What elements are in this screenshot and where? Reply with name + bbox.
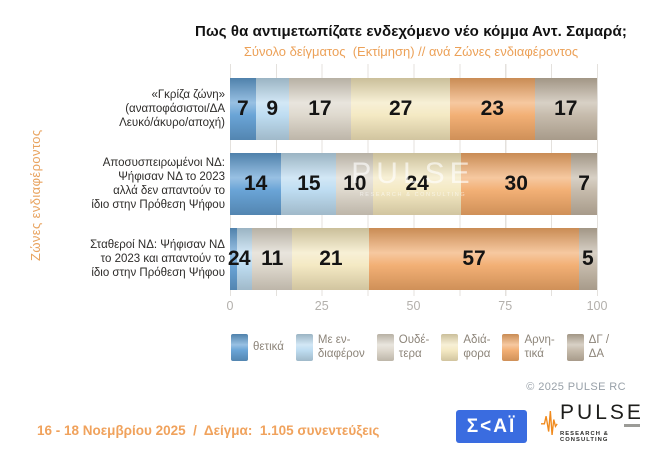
- segment-value-label: 24: [405, 172, 429, 195]
- segment-value-label: 27: [388, 97, 413, 120]
- bar-segment: 30: [461, 153, 572, 215]
- bar-segment: 10: [336, 153, 374, 215]
- segment-value-label: 57: [462, 247, 486, 270]
- legend-swatch: [566, 334, 584, 362]
- segment-value-label: 11: [261, 247, 284, 270]
- row-label: Σταθεροί ΝΔ: Ψήφισαν ΝΔ το 2023 και απαν…: [90, 238, 225, 280]
- bar-segment: 7: [230, 78, 256, 140]
- bar-segment: 14: [230, 153, 282, 215]
- legend-label: ΔΓ / ΔΑ: [588, 334, 610, 360]
- segment-value-label: 14: [244, 172, 268, 195]
- x-tick-label: 0: [226, 299, 234, 313]
- bar-segment: 57: [369, 228, 579, 290]
- pulse-logo-name: PULSE: [560, 401, 644, 424]
- skai-logo-text: Σ<ΑΪ: [466, 415, 517, 437]
- segment-value-label: 21: [319, 247, 343, 270]
- chart-subtitle: Σύνολο δείγματος (Εκτίμηση) // ανά Ζώνες…: [243, 44, 579, 59]
- legend-item: Με εν- διαφέρον: [295, 334, 365, 362]
- bar-segment: 11: [252, 228, 293, 290]
- legend-item: Αδιά- φορα: [441, 334, 491, 362]
- legend-item: θετικά: [231, 334, 284, 362]
- segment-value-label: 23: [480, 97, 505, 120]
- legend-swatch: [295, 334, 313, 362]
- bar-segment: 17: [288, 78, 352, 140]
- segment-value-label: 7: [237, 97, 249, 120]
- x-tick-label: 50: [406, 299, 421, 313]
- row-label: «Γκρίζα ζώνη» (αναποφάσιστοι/ΔΑ Λευκό/άκ…: [119, 88, 225, 130]
- legend-label: θετικά: [253, 340, 284, 353]
- legend-item: ΔΓ / ΔΑ: [566, 334, 610, 362]
- bar-segment: 9: [255, 78, 289, 140]
- bar-segment: 21: [292, 228, 370, 290]
- legend-swatch: [231, 334, 248, 362]
- pulse-logo: PULSE RESEARCH & CONSULTING: [541, 402, 645, 443]
- bar-segment: 15: [281, 153, 337, 215]
- x-tick-label: 100: [586, 299, 608, 313]
- bar-row: 7 9 17 27 23 17: [230, 78, 597, 140]
- segment-value-label: 10: [343, 172, 367, 195]
- y-axis-group-label: Ζώνες ενδιαφέροντος: [28, 129, 43, 261]
- segment-value-label: 17: [308, 97, 332, 120]
- segment-value-label: 30: [504, 172, 528, 195]
- segment-value-label: 7: [578, 172, 590, 195]
- legend-label: Με εν- διαφέρον: [317, 334, 365, 360]
- x-tick-label: 25: [314, 299, 329, 313]
- pulse-logo-text-block: PULSE RESEARCH & CONSULTING: [560, 402, 645, 443]
- bar-segment: 23: [450, 78, 535, 140]
- legend-label: Ουδέ- τερα: [398, 334, 430, 360]
- bar-row: 2 4 11 21 57 5: [227, 228, 597, 290]
- chart-legend: θετικά Με εν- διαφέρον Ουδέ- τερα Αδιά- φορ…: [231, 334, 637, 362]
- legend-swatch: [376, 334, 394, 362]
- segment-value-label: 4: [238, 247, 251, 270]
- bar-segment: 7: [571, 153, 597, 215]
- copyright-notice: © 2025 PULSE RC: [526, 381, 626, 393]
- legend-swatch: [441, 334, 459, 362]
- segment-value-label: 15: [297, 172, 321, 195]
- row-label: Αποσυσπειρωμένοι ΝΔ: Ψήφισαν ΝΔ το 2023 …: [91, 156, 225, 212]
- pulse-logo-mark: [624, 424, 641, 427]
- x-axis-tick-labels: 0 25 50 75 100: [226, 299, 608, 315]
- x-tick-label: 75: [498, 299, 513, 313]
- legend-item: Αρνη- τικά: [502, 334, 555, 362]
- bar-segment: 4: [237, 228, 252, 290]
- legend-item: Ουδέ- τερα: [376, 334, 430, 362]
- bar-segment: 5: [578, 228, 597, 290]
- segment-value-label: 2: [227, 247, 240, 270]
- plot-area: 7 9 17 27 23 17 14 15 10 24 30 7 2 4 11 21 57 5: [227, 64, 598, 296]
- legend-swatch: [502, 334, 520, 362]
- row-labels-column: «Γκρίζα ζώνη» (αναποφάσιστοι/ΔΑ Λευκό/άκ…: [52, 64, 225, 296]
- legend-label: Αρνη- τικά: [524, 334, 555, 360]
- skai-logo: Σ<ΑΪ: [456, 410, 527, 443]
- bar-segment: 27: [351, 78, 451, 140]
- bar-segment: 2: [227, 228, 240, 290]
- segment-value-label: 5: [581, 247, 594, 270]
- segment-value-label: 9: [266, 97, 279, 120]
- bar-row: 14 15 10 24 30 7: [230, 153, 597, 215]
- pulse-logo-tagline: RESEARCH & CONSULTING: [560, 431, 609, 443]
- bar-segment: 24: [373, 153, 462, 215]
- fieldwork-note: 16 - 18 Νοεμβρίου 2025 / Δείγμα: 1.105 σ…: [37, 423, 380, 438]
- pulse-waveform-icon: [541, 410, 558, 435]
- legend-label: Αδιά- φορα: [463, 334, 491, 360]
- chart-title: Πως θα αντιμετωπίζατε ενδεχόμενο νέο κόμ…: [195, 23, 627, 40]
- segment-value-label: 17: [554, 97, 578, 120]
- bar-segment: 17: [534, 78, 597, 140]
